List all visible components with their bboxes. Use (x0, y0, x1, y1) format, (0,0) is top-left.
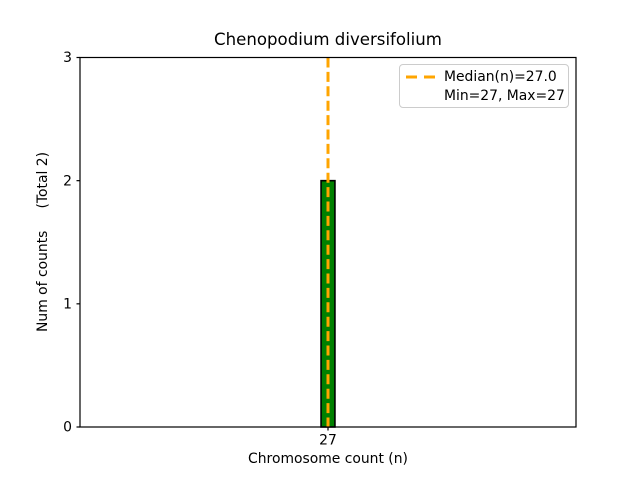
x-tick-label: 27 (319, 433, 337, 449)
y-tick-label: 2 (63, 173, 72, 189)
legend-entry-label: Median(n)=27.0 (444, 68, 557, 85)
legend-entry-label: Min=27, Max=27 (444, 87, 565, 104)
median-dashed-line-icon (406, 75, 436, 78)
legend-marker-spacer (406, 94, 436, 98)
y-tick-label: 0 (63, 420, 72, 436)
x-axis-label: Chromosome count (n) (248, 451, 408, 467)
legend-entry-median: Median(n)=27.0 (406, 67, 562, 86)
chart-title: Chenopodium diversifolium (214, 30, 442, 49)
y-tick-label: 3 (63, 50, 72, 66)
legend-entry-minmax: Min=27, Max=27 (406, 86, 565, 105)
legend: Median(n)=27.0 Min=27, Max=27 (399, 64, 569, 108)
y-tick-label: 1 (63, 296, 72, 312)
